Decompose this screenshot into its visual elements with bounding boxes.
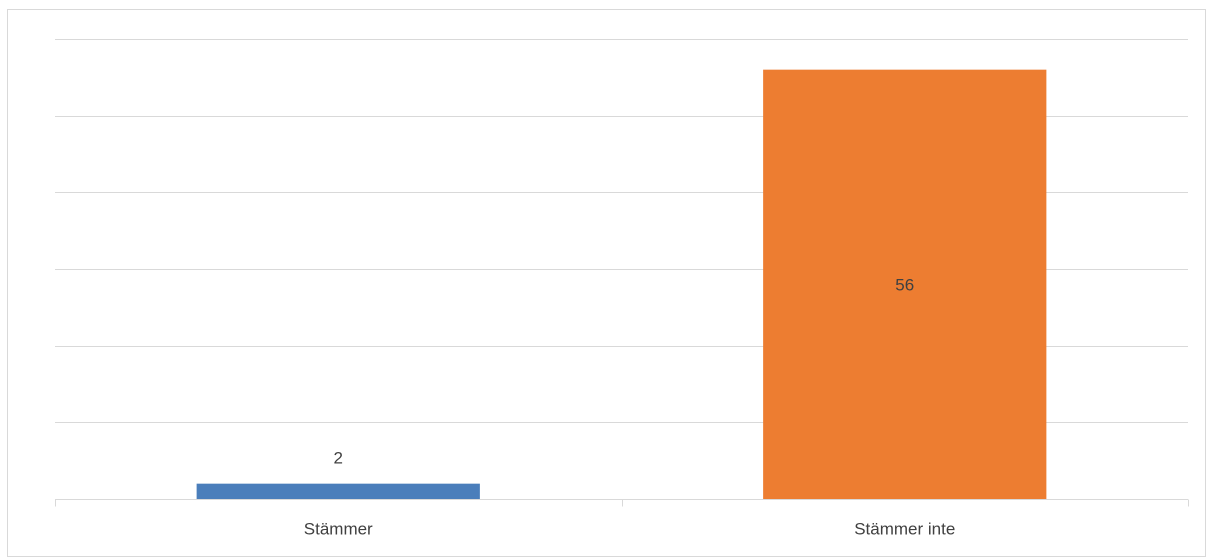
bar <box>763 69 1047 500</box>
data-label: 56 <box>895 275 914 294</box>
x-tick-label: Stämmer <box>304 520 373 539</box>
bars <box>196 69 1047 500</box>
x-tick-label: Stämmer inte <box>854 520 955 539</box>
data-label: 2 <box>334 449 343 468</box>
bar <box>196 483 480 499</box>
labels: Stämmer 2 Stämmer inte 56 <box>304 275 956 538</box>
x-axis <box>55 499 1189 507</box>
